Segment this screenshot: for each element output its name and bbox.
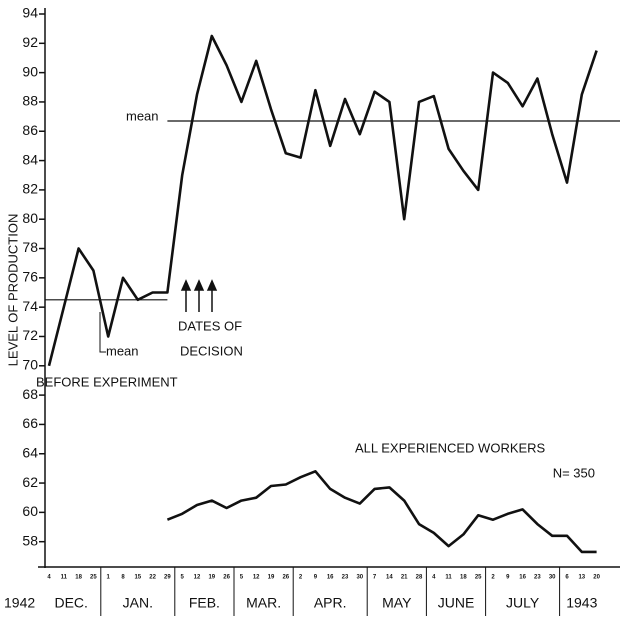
- y-tick-label: 74: [22, 298, 38, 314]
- x-tick-label: 11: [61, 575, 68, 581]
- y-tick-label: 90: [22, 63, 38, 79]
- y-tick-label: 72: [22, 327, 38, 343]
- annotation: BEFORE EXPERIMENT: [36, 374, 178, 389]
- x-tick-label: 25: [475, 575, 482, 581]
- annotation: DATES OF: [178, 318, 242, 333]
- x-tick-label: 12: [194, 575, 201, 581]
- x-tick-label: 11: [445, 575, 452, 581]
- x-tick-label: 16: [519, 575, 526, 581]
- y-tick-label: 84: [22, 151, 38, 167]
- y-tick-label: 76: [22, 269, 38, 285]
- x-tick-label: 22: [149, 575, 156, 581]
- x-tick-label: 19: [268, 575, 275, 581]
- x-tick-label: 19: [208, 575, 215, 581]
- annotation: ALL EXPERIENCED WORKERS: [355, 440, 546, 455]
- x-tick-label: 2: [299, 575, 303, 581]
- mean-label: mean: [106, 343, 139, 358]
- x-tick-label: 9: [314, 575, 318, 581]
- month-label: APR.: [314, 595, 347, 611]
- month-label: JULY: [506, 595, 540, 611]
- x-tick-label: 29: [164, 575, 171, 581]
- x-tick-label: 28: [416, 575, 423, 581]
- y-tick-label: 60: [22, 503, 38, 519]
- month-label: DEC.: [54, 595, 87, 611]
- year-label: 1942: [4, 595, 35, 611]
- y-axis-label: LEVEL OF PRODUCTION: [5, 214, 20, 367]
- x-tick-label: 25: [90, 575, 97, 581]
- x-tick-label: 26: [282, 575, 289, 581]
- x-tick-label: 5: [240, 575, 244, 581]
- x-tick-label: 21: [401, 575, 408, 581]
- x-tick-label: 1: [107, 575, 111, 581]
- x-tick-label: 26: [223, 575, 230, 581]
- mean-label: mean: [126, 108, 159, 123]
- y-tick-label: 82: [22, 181, 38, 197]
- y-tick-label: 58: [22, 532, 38, 548]
- x-tick-label: 2: [491, 575, 495, 581]
- x-tick-label: 4: [47, 575, 51, 581]
- month-label: JAN.: [123, 595, 153, 611]
- y-tick-label: 68: [22, 386, 38, 402]
- x-tick-label: 16: [327, 575, 334, 581]
- month-label: JUNE: [438, 595, 475, 611]
- x-tick-label: 15: [134, 575, 141, 581]
- month-label: MAR.: [246, 595, 281, 611]
- x-tick-label: 7: [373, 575, 377, 581]
- x-tick-label: 6: [565, 575, 569, 581]
- x-tick-label: 8: [121, 575, 125, 581]
- y-tick-label: 92: [22, 34, 38, 50]
- y-tick-label: 66: [22, 415, 38, 431]
- data-line: [47, 34, 598, 367]
- x-tick-label: 14: [386, 575, 393, 581]
- x-tick-label: 30: [356, 575, 363, 581]
- x-tick-label: 18: [460, 575, 467, 581]
- x-tick-label: 18: [75, 575, 82, 581]
- y-tick-label: 88: [22, 93, 38, 109]
- data-line: [166, 470, 597, 554]
- annotation: DECISION: [180, 343, 243, 358]
- x-tick-label: 30: [549, 575, 556, 581]
- x-tick-label: 4: [432, 575, 436, 581]
- decision-arrows: [180, 279, 218, 312]
- x-tick-label: 9: [506, 575, 510, 581]
- y-tick-label: 94: [22, 5, 38, 21]
- y-tick-label: 86: [22, 122, 38, 138]
- y-tick-label: 80: [22, 210, 38, 226]
- y-tick-label: 64: [22, 444, 38, 460]
- x-tick-label: 13: [578, 575, 585, 581]
- y-tick-label: 70: [22, 356, 38, 372]
- month-label: 1943: [566, 595, 597, 611]
- mean-pointer: [99, 312, 106, 353]
- annotation: N= 350: [553, 465, 595, 480]
- x-tick-label: 5: [181, 575, 185, 581]
- x-tick-label: 23: [342, 575, 349, 581]
- month-label: MAY: [382, 595, 412, 611]
- y-tick-label: 62: [22, 474, 38, 490]
- x-tick-label: 23: [534, 575, 541, 581]
- x-tick-label: 20: [593, 575, 600, 581]
- month-label: FEB.: [189, 595, 220, 611]
- x-tick-label: 12: [253, 575, 260, 581]
- y-tick-label: 78: [22, 239, 38, 255]
